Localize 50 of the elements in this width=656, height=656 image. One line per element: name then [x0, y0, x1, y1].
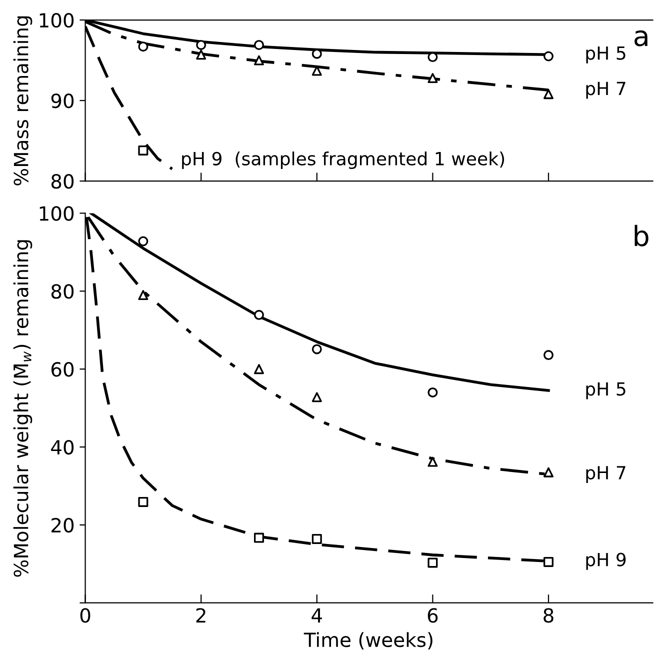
x-tick-label: 4	[312, 608, 322, 622]
point	[138, 145, 148, 156]
y-tick-label: 100	[40, 12, 74, 28]
point	[254, 532, 264, 543]
point	[196, 50, 206, 60]
point	[138, 496, 148, 507]
annotation: b	[634, 224, 648, 246]
point	[428, 52, 438, 62]
point	[312, 392, 322, 402]
point	[254, 310, 264, 320]
point	[543, 350, 554, 360]
point	[138, 42, 148, 52]
point	[138, 236, 148, 246]
x-tick-label: 6	[428, 608, 438, 623]
y-tick-label: 90	[51, 93, 74, 108]
point	[312, 344, 322, 354]
y-axis-title: %Mass remaining	[13, 16, 32, 186]
point	[543, 89, 554, 100]
point	[428, 387, 438, 398]
text: pH 5	[586, 382, 626, 400]
point	[428, 456, 438, 467]
point	[254, 40, 264, 50]
text: pH 7	[586, 466, 626, 484]
point	[543, 51, 554, 62]
y-axis-title: %Molecular weight (M̄$_{w}$) remaining	[13, 240, 32, 577]
y-tick-label: 100	[40, 206, 74, 221]
point	[254, 364, 264, 374]
series-label: pH 9 (samples fragmented 1 week)	[182, 152, 504, 169]
y-tick-label: 80	[51, 284, 74, 299]
annotation: a	[634, 30, 648, 46]
point	[196, 40, 206, 50]
point	[254, 55, 264, 66]
text: pH 5	[586, 46, 626, 64]
x-axis-title: Time (weeks)	[304, 632, 432, 650]
point	[312, 534, 322, 544]
point	[543, 467, 554, 478]
y-tick-label: 40	[51, 440, 74, 455]
line-series	[90, 213, 550, 392]
x-tick-label: 0	[80, 608, 90, 623]
point	[428, 72, 438, 83]
text: pH 7	[586, 82, 626, 99]
y-tick-label: 20	[52, 518, 74, 533]
point	[428, 558, 438, 568]
point	[138, 290, 148, 300]
y-tick-label: 80	[51, 174, 74, 189]
point	[543, 556, 554, 567]
y-tick-label: 60	[51, 362, 74, 377]
text: pH 9	[586, 552, 626, 570]
x-tick-label: 8	[544, 608, 554, 623]
x-tick-label: 2	[196, 608, 206, 622]
